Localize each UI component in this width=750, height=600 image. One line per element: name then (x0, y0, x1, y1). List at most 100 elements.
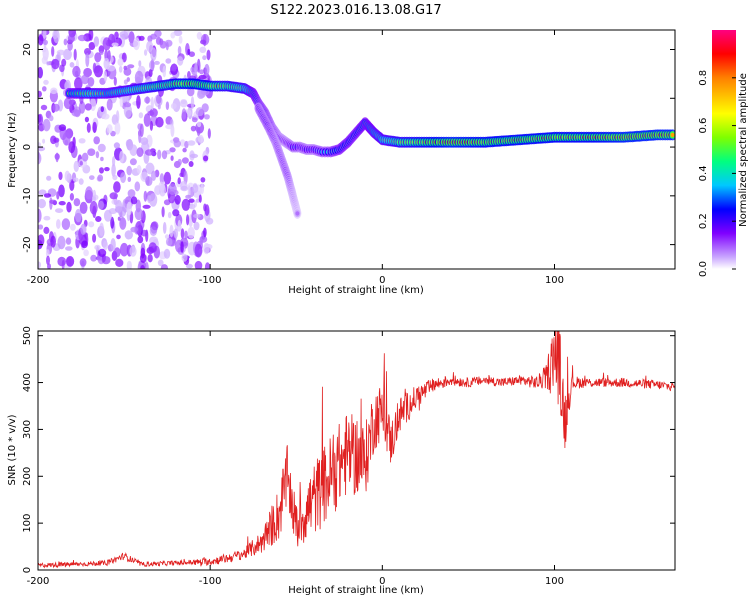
heatmap-cell (97, 143, 106, 153)
heatmap-cell (62, 132, 71, 146)
figure-title: S122.2023.016.13.08.G17 (270, 3, 441, 18)
heatmap-cell (73, 48, 77, 61)
heatmap-cell (193, 221, 200, 231)
heatmap-cell (188, 51, 195, 57)
spectral-branch-cell (295, 211, 300, 216)
heatmap-cell (133, 37, 140, 51)
colorbar-ticks: 0.0 0.2 0.4 0.6 0.8 (698, 70, 736, 277)
heatmap-cell (89, 175, 95, 181)
heatmap-cell (61, 218, 71, 231)
heatmap-cell (103, 57, 110, 70)
heatmap-cell (45, 249, 50, 258)
heatmap-cell (130, 226, 139, 233)
heatmap-cell (194, 243, 203, 258)
y-tick-label: 400 (22, 373, 33, 392)
y-tick-label: 10 (22, 92, 33, 105)
heatmap-cell (187, 48, 191, 56)
colorbar-tick-label: 0.0 (698, 261, 709, 277)
x-tick-label: -100 (199, 275, 222, 286)
snr-y-ticks: 0 100 200 300 400 500 (22, 326, 675, 573)
heatmap-cell (103, 70, 108, 82)
heatmap-cell (130, 196, 138, 205)
heatmap-cell (190, 125, 197, 132)
heatmap-cell (79, 201, 88, 214)
heatmap-cell (160, 264, 168, 269)
spectrogram-frame (37, 29, 676, 270)
heatmap-cell (181, 157, 189, 164)
heatmap-cell (149, 120, 153, 131)
heatmap-cell (57, 256, 66, 267)
heatmap-cell (161, 150, 168, 160)
heatmap-cell (94, 52, 102, 63)
heatmap-cell (199, 46, 207, 53)
heatmap-cell (124, 230, 133, 240)
heatmap-cell (177, 177, 181, 185)
heatmap-cell (120, 216, 125, 227)
heatmap-cell (113, 181, 121, 193)
heatmap-cell (46, 61, 50, 66)
colorbar-tick-label: 0.6 (698, 118, 709, 134)
heatmap-cell (38, 224, 44, 230)
heatmap-cell (200, 183, 205, 195)
heatmap-cell (88, 30, 94, 41)
heatmap-cell (55, 208, 64, 214)
heatmap-cell (112, 156, 116, 167)
heatmap-cell (163, 248, 171, 259)
heatmap-cell (38, 34, 44, 46)
y-tick-label: 0 (22, 567, 33, 573)
heatmap-cell (195, 198, 200, 203)
heatmap-cell (162, 221, 167, 234)
heatmap-cell (170, 103, 177, 110)
heatmap-cell (95, 151, 100, 159)
heatmap-cell (78, 100, 86, 114)
snr-plot-area (38, 331, 675, 569)
heatmap-cell (79, 161, 84, 166)
heatmap-cell (61, 58, 67, 67)
heatmap-cell (66, 256, 75, 267)
heatmap-cell (65, 246, 73, 251)
heatmap-cell (181, 198, 191, 211)
heatmap-cell (177, 219, 181, 232)
heatmap-cell (144, 49, 148, 56)
heatmap-cell (157, 149, 162, 160)
heatmap-cell (149, 193, 158, 207)
heatmap-cell (38, 198, 46, 209)
heatmap-cell (85, 53, 90, 68)
heatmap-cell (187, 71, 191, 80)
heatmap-cell (117, 58, 124, 66)
y-tick-label: -10 (22, 188, 33, 204)
heatmap-cell (79, 258, 87, 267)
heatmap-cell (126, 260, 132, 269)
heatmap-cell (173, 140, 181, 148)
heatmap-cell (38, 113, 44, 126)
heatmap-cell (161, 206, 165, 218)
heatmap-cell (106, 124, 113, 134)
heatmap-cell (126, 165, 132, 176)
colorbar-tick-label: 0.8 (698, 70, 709, 86)
y-tick-label: 200 (22, 467, 33, 486)
heatmap-cell (170, 155, 174, 161)
heatmap-cell (177, 158, 182, 166)
heatmap-cell (104, 167, 110, 172)
heatmap-cell (151, 221, 159, 231)
heatmap-cell (115, 258, 124, 267)
heatmap-cell (148, 242, 157, 253)
colorbar-tick-label: 0.4 (698, 165, 709, 181)
heatmap-cell (188, 161, 194, 167)
heatmap-cell (126, 77, 130, 82)
heatmap-cell (204, 262, 211, 269)
heatmap-cell (112, 174, 118, 181)
heatmap-cell (92, 233, 97, 243)
heatmap-cell (46, 255, 50, 265)
heatmap-cell (58, 184, 65, 198)
heatmap-cell (116, 234, 121, 240)
heatmap-cell (206, 49, 211, 61)
heatmap-cell (189, 203, 196, 210)
heatmap-cell (49, 199, 57, 204)
heatmap-cell (200, 177, 206, 183)
heatmap-cell (58, 201, 66, 206)
heatmap-cell (56, 49, 66, 56)
heatmap-cell (74, 77, 83, 90)
spectral-ridge-cell (670, 132, 675, 138)
